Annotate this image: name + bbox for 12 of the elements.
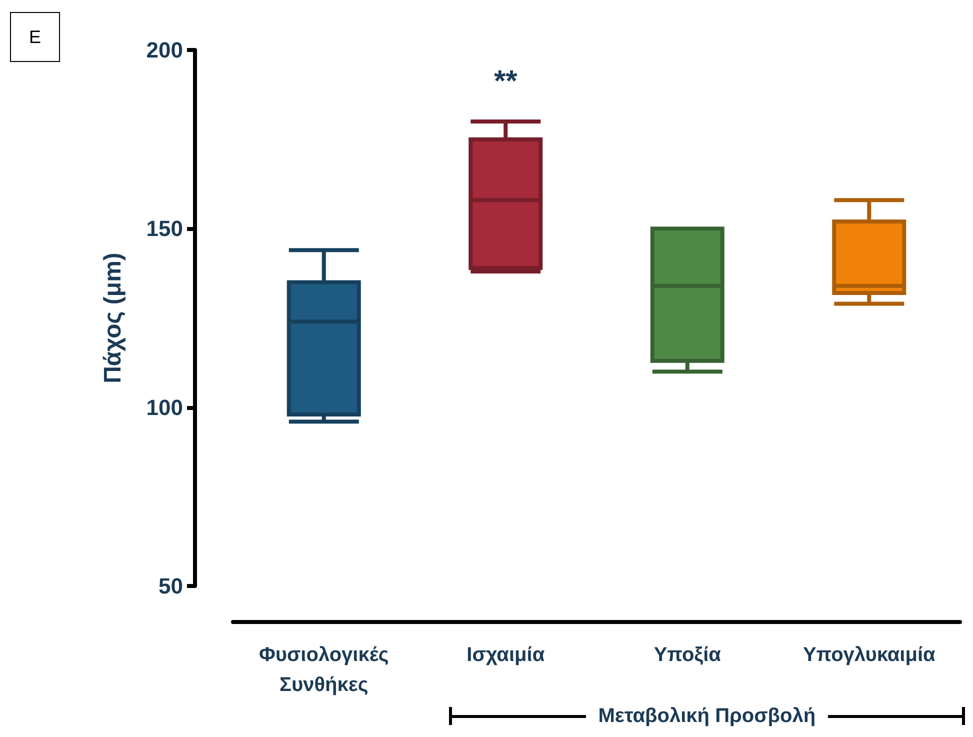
- y-tick-label: 100: [146, 394, 183, 420]
- annotation: **: [494, 64, 518, 98]
- x-tick-label: Υποξία: [654, 644, 722, 666]
- y-axis-title: Πάχος (μm): [100, 252, 126, 384]
- y-tick-label: 150: [146, 216, 183, 242]
- x-tick-label: Ισχαιμία: [466, 644, 546, 666]
- text: Μεταβολική Προσβολή: [597, 704, 817, 728]
- y-tick-label: 50: [158, 574, 183, 598]
- x-tick-label: Υπογλυκαιμία: [802, 644, 936, 666]
- x-tick-label: Φυσιολογικές Συνθήκες: [258, 644, 389, 696]
- y-tick-label: 200: [146, 38, 183, 62]
- text: E: [10, 12, 60, 62]
